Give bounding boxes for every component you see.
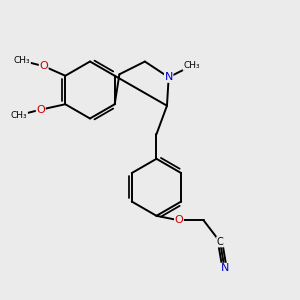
Text: N: N bbox=[164, 72, 173, 82]
Text: CH₃: CH₃ bbox=[11, 110, 27, 119]
Text: CH₃: CH₃ bbox=[183, 61, 200, 70]
Text: O: O bbox=[175, 215, 183, 225]
Text: CH₃: CH₃ bbox=[14, 56, 30, 65]
Text: O: O bbox=[36, 105, 45, 115]
Text: C: C bbox=[217, 237, 224, 247]
Text: O: O bbox=[39, 61, 48, 71]
Text: N: N bbox=[220, 263, 229, 273]
